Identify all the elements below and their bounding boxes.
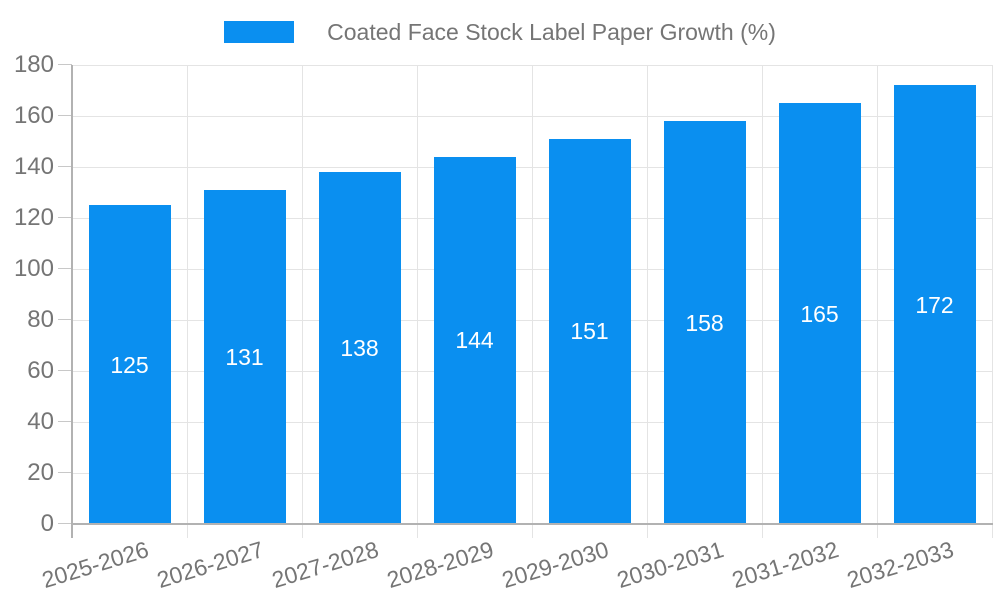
y-axis-label: 100 — [13, 255, 54, 282]
bar-2029-2030[interactable] — [548, 138, 631, 524]
x-gridline — [991, 65, 993, 538]
chart-legend: Coated Face Stock Label Paper Growth (%) — [0, 10, 1000, 54]
y-tick — [58, 115, 72, 116]
y-axis-label: 0 — [40, 510, 54, 537]
bar-value-label: 151 — [570, 318, 609, 345]
y-tick — [58, 472, 72, 473]
y-tick — [58, 319, 72, 320]
x-axis-line — [71, 523, 993, 525]
bar-2030-2031[interactable] — [663, 121, 746, 524]
y-tick — [58, 370, 72, 371]
x-gridline — [186, 65, 188, 538]
y-axis-label: 160 — [13, 102, 54, 129]
y-tick — [58, 64, 72, 65]
bar-2028-2029[interactable] — [433, 156, 516, 524]
y-axis-label: 140 — [13, 153, 54, 180]
bar-value-label: 172 — [915, 291, 954, 318]
y-axis-label: 80 — [27, 306, 54, 333]
y-axis-line — [71, 65, 73, 538]
y-axis-label: 120 — [13, 204, 54, 231]
y-axis-label: 60 — [27, 357, 54, 384]
y-tick — [58, 268, 72, 269]
y-tick — [58, 523, 72, 524]
x-gridline — [301, 65, 303, 538]
bar-2025-2026[interactable] — [88, 205, 171, 524]
bar-value-label: 144 — [455, 327, 494, 354]
y-tick — [58, 166, 72, 167]
bar-2027-2028[interactable] — [318, 172, 401, 524]
x-gridline — [646, 65, 648, 538]
bar-2032-2033[interactable] — [893, 85, 976, 524]
bar-value-label: 158 — [685, 309, 724, 336]
y-tick — [58, 217, 72, 218]
bar-2031-2032[interactable] — [778, 103, 861, 524]
bar-2026-2027[interactable] — [203, 189, 286, 524]
y-axis-label: 180 — [13, 51, 54, 78]
legend-swatch — [224, 21, 295, 43]
x-gridline — [761, 65, 763, 538]
x-gridline — [876, 65, 878, 538]
bar-value-label: 138 — [340, 335, 379, 362]
y-tick — [58, 421, 72, 422]
y-axis-label: 40 — [27, 408, 54, 435]
x-gridline — [416, 65, 418, 538]
legend-label: Coated Face Stock Label Paper Growth (%) — [327, 18, 776, 45]
bar-value-label: 131 — [225, 343, 264, 370]
bar-value-label: 165 — [800, 300, 839, 327]
bar-value-label: 125 — [110, 351, 149, 378]
x-gridline — [531, 65, 533, 538]
y-axis-label: 20 — [27, 459, 54, 486]
